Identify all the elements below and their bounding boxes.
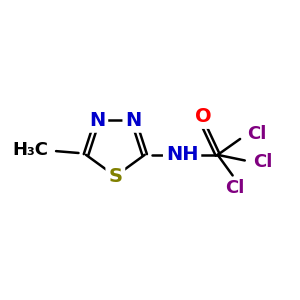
- Text: H₃C: H₃C: [13, 141, 49, 159]
- Text: Cl: Cl: [225, 178, 244, 196]
- Text: Cl: Cl: [253, 153, 273, 171]
- Text: S: S: [108, 167, 122, 186]
- Text: N: N: [89, 111, 105, 130]
- Text: NH: NH: [166, 146, 198, 164]
- Text: N: N: [125, 111, 142, 130]
- Text: Cl: Cl: [247, 125, 266, 143]
- Text: O: O: [195, 107, 212, 126]
